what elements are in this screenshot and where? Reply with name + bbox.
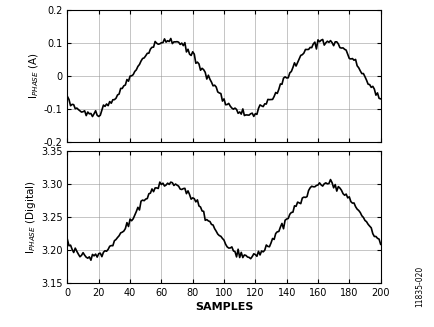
X-axis label: SAMPLES: SAMPLES — [194, 302, 253, 312]
Y-axis label: I$_{PHASE}$ (A): I$_{PHASE}$ (A) — [27, 52, 41, 99]
Text: 11835-020: 11835-020 — [414, 266, 423, 307]
Y-axis label: I$_{PHASE}$ (Digital): I$_{PHASE}$ (Digital) — [24, 180, 38, 254]
